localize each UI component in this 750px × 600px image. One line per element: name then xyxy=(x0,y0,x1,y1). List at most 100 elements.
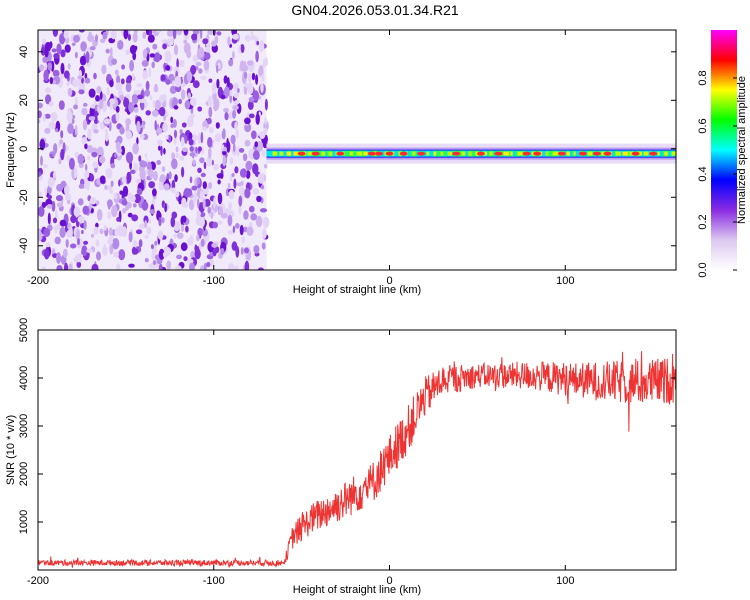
signal-cell xyxy=(449,150,455,157)
heatmap-cell xyxy=(234,100,240,105)
signal-cell xyxy=(468,151,472,156)
heatmap-cell xyxy=(80,178,85,186)
signal-cell xyxy=(356,151,363,156)
heatmap-cell xyxy=(144,220,148,228)
heatmap-cell xyxy=(227,182,231,189)
heatmap-cell xyxy=(214,98,220,110)
heatmap-cell xyxy=(229,156,234,165)
heatmap-cell xyxy=(158,216,162,227)
signal-cell xyxy=(510,151,513,156)
heatmap-cell xyxy=(63,262,69,270)
heatmap-cell xyxy=(208,182,213,189)
heatmap-cell xyxy=(126,171,132,184)
heatmap-cell xyxy=(82,119,88,131)
heatmap-cell xyxy=(248,96,255,103)
snr-series xyxy=(38,351,676,568)
heatmap-cell xyxy=(44,127,51,134)
heatmap-cell xyxy=(108,227,113,236)
heatmap-cell xyxy=(106,87,110,96)
heatmap-cell xyxy=(258,67,263,76)
heatmap-cell xyxy=(171,187,176,194)
heatmap-cell xyxy=(87,155,91,161)
heatmap-cell xyxy=(49,153,53,158)
signal-cell xyxy=(657,151,660,156)
heatmap-cell xyxy=(196,178,201,185)
heatmap-cell xyxy=(135,178,142,184)
heatmap-cell xyxy=(76,261,82,268)
heatmap-cell xyxy=(116,217,121,222)
heatmap-cell xyxy=(148,181,156,189)
heatmap-cell xyxy=(43,163,48,169)
heatmap-cell xyxy=(148,219,152,224)
heatmap-cell xyxy=(227,77,230,88)
heatmap-cell xyxy=(131,214,139,222)
heatmap-cell xyxy=(262,216,270,229)
heatmap-cell xyxy=(261,73,265,82)
heatmap-cell xyxy=(230,134,236,145)
heatmap-cell xyxy=(245,160,253,171)
heatmap-cell xyxy=(73,206,81,217)
heatmap-cell xyxy=(93,129,99,134)
heatmap-cell xyxy=(131,73,135,79)
heatmap-cell xyxy=(136,137,139,146)
heatmap-cell xyxy=(79,55,87,66)
heatmap-cell xyxy=(207,30,214,35)
heatmap-cell xyxy=(180,136,185,147)
heatmap-cell xyxy=(197,167,202,173)
heatmap-cell xyxy=(182,147,188,152)
heatmap-cell xyxy=(199,30,203,39)
heatmap-cell xyxy=(170,116,174,124)
heatmap-cell xyxy=(53,143,58,154)
heatmap-cell xyxy=(121,175,127,184)
heatmap-cell xyxy=(189,262,195,270)
heatmap-cell xyxy=(60,148,65,161)
heatmap-cell xyxy=(257,267,264,270)
heatmap-cell xyxy=(223,75,228,84)
heatmap-cell xyxy=(183,30,189,36)
heatmap-cell xyxy=(199,190,204,200)
heatmap-cell xyxy=(145,110,151,116)
heatmap-cell xyxy=(255,113,260,125)
snr-line xyxy=(38,351,676,568)
heatmap-cell xyxy=(172,80,175,86)
signal-peak xyxy=(603,151,612,156)
heatmap-cell xyxy=(242,153,248,162)
line-chart-frame xyxy=(37,329,677,571)
heatmap-cell xyxy=(105,131,109,142)
signal-peak xyxy=(297,151,306,156)
heatmap-cell xyxy=(95,34,98,43)
heatmap-cell xyxy=(197,106,203,112)
heatmap-cell xyxy=(264,98,268,111)
heatmap-cell xyxy=(66,155,70,161)
heatmap-cell xyxy=(132,142,139,155)
signal-peak xyxy=(399,151,408,156)
heatmap-cell xyxy=(139,98,146,104)
heatmap-cell xyxy=(186,71,193,83)
heatmap-cell xyxy=(99,228,104,235)
heatmap-cell xyxy=(208,147,212,160)
heatmap-cell xyxy=(111,58,117,65)
heatmap-cell xyxy=(131,94,139,105)
heatmap-cell xyxy=(99,90,103,100)
heatmap-cell xyxy=(172,119,177,128)
heatmap-cell xyxy=(144,89,151,97)
heatmap-cell xyxy=(133,162,139,173)
heatmap-cell xyxy=(261,242,266,250)
heatmap-cell xyxy=(144,153,148,158)
signal-cell xyxy=(413,150,418,157)
heatmap-cell xyxy=(129,194,136,203)
heatmap-cell xyxy=(101,64,107,75)
heatmap-cell xyxy=(246,226,254,236)
heatmap-cell xyxy=(158,145,161,151)
heatmap-cell xyxy=(84,170,90,179)
heatmap-cell xyxy=(52,69,60,77)
signal-cell xyxy=(470,150,475,157)
heatmap-cell xyxy=(102,246,108,256)
heatmap-cell xyxy=(157,230,164,240)
heatmap-cell xyxy=(173,44,179,56)
heatmap-cell xyxy=(168,171,172,180)
x-tick-label: 0 xyxy=(386,575,392,587)
signal-cell xyxy=(269,150,275,157)
signal-cell xyxy=(279,151,284,156)
signal-cell xyxy=(491,150,495,157)
